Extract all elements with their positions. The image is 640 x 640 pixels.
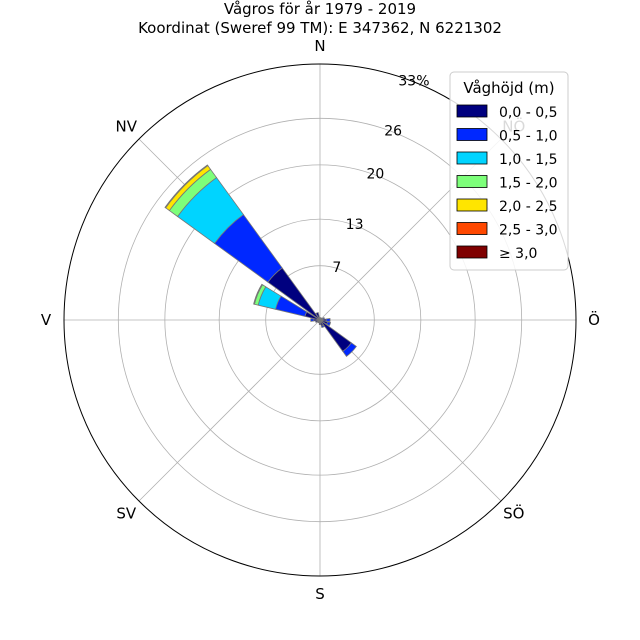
radial-tick-label: 26 [384, 124, 402, 140]
radial-tick-label: 13 [346, 217, 364, 233]
direction-label: Ö [588, 310, 600, 329]
radial-tick-labels: 7 13 20 26 33% [332, 73, 429, 275]
bar-segment-NV-5 [164, 164, 209, 209]
chart-title: Vågros för år 1979 - 2019 [223, 0, 417, 18]
outer-circle [63, 63, 577, 577]
direction-label: NV [116, 117, 138, 135]
chart-subtitle: Koordinat (Sweref 99 TM): E 347362, N 62… [138, 19, 502, 37]
bar-segment-SÖ-0 [319, 319, 352, 352]
legend-label: 1,5 - 2,0 [499, 176, 557, 192]
direction-label: N [314, 37, 325, 55]
spoke-line [138, 319, 321, 502]
direction-label: V [41, 311, 52, 329]
legend-label: 2,5 - 3,0 [499, 223, 557, 239]
bar-segment-NNV-0 [315, 311, 321, 321]
legend-box [449, 71, 569, 271]
bar-segment-VNV-4 [253, 283, 264, 305]
legend: Våghöjd (m) 0,0 - 0,5 0,5 - 1,0 1,0 - 1,5 1,… [449, 71, 569, 271]
direction-label: SV [116, 505, 137, 523]
radial-tick-label: 7 [332, 260, 341, 276]
legend-label: ≥ 3,0 [499, 246, 537, 262]
legend-swatch [456, 151, 488, 165]
legend-swatch [456, 104, 488, 118]
bar-segment-Ö-1 [325, 317, 331, 323]
radial-tick-label: 33% [398, 73, 429, 89]
legend-swatch [456, 128, 488, 141]
grid-circle [218, 218, 422, 422]
legend-swatch [456, 175, 488, 188]
legend-label: 0,0 - 0,5 [499, 105, 557, 121]
legend-title: Våghöjd (m) [463, 79, 554, 97]
legend-swatch [456, 198, 488, 212]
legend-swatch [456, 222, 488, 235]
direction-label: S [315, 585, 325, 603]
bar-segment-ÖSÖ-1 [326, 321, 332, 327]
bar-segment-SÖ-1 [342, 342, 357, 357]
legend-label: 0,5 - 1,0 [499, 129, 557, 145]
legend-label: 2,0 - 2,5 [499, 199, 557, 215]
grid-circle [164, 164, 476, 476]
legend-label: 1,0 - 1,5 [499, 152, 557, 168]
direction-label: SÖ [503, 504, 524, 523]
rose-bars [164, 164, 357, 357]
bar-segment-SSÖ-1 [320, 324, 325, 329]
grid-circle [117, 117, 523, 523]
bar-segment-S-0 [318, 319, 322, 326]
radial-tick-label: 20 [366, 167, 384, 183]
legend-swatch [456, 245, 488, 259]
grid-circle [265, 265, 375, 375]
bar-segment-V-1 [310, 318, 315, 322]
